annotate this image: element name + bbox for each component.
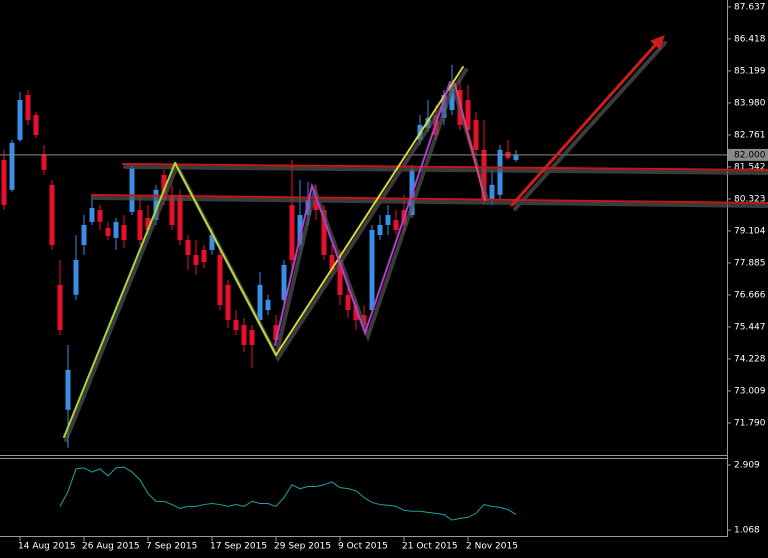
candle-body [425,117,431,128]
candle-body [329,254,335,270]
candle-body [169,194,175,226]
candle-body [313,200,319,211]
wave-line [454,83,486,201]
x-tick-label: 7 Sep 2015 [146,542,197,552]
candle-body [369,229,375,311]
candle-body [185,239,191,255]
wave-line [63,162,176,438]
y-tick-label: 1.068 [734,526,760,536]
candle-body [81,225,87,245]
candle-body [265,299,271,311]
y-tick-label: 82.761 [734,130,766,140]
candle-body [289,205,295,260]
x-tick-label: 2 Nov 2015 [466,542,518,552]
candle-body [65,369,71,410]
x-tick-label: 17 Sep 2015 [210,542,267,552]
drawings [63,35,768,442]
candle-body [49,184,55,245]
wave-line [274,81,451,346]
y-tick-label: 76.666 [734,290,766,300]
candle-body [33,114,39,135]
wave-line [174,162,277,356]
y-tick-label: 80.323 [734,194,766,204]
x-tick-label: 26 Aug 2015 [82,542,140,552]
candle-body [41,154,47,170]
candle-body [353,305,359,321]
candle-body [297,215,303,245]
candle-body [193,254,199,265]
shadow [92,196,768,208]
candle-body [89,207,95,222]
candle-body [201,249,207,263]
candle-body [473,119,479,150]
wave-line [275,66,464,356]
arrow-head [650,35,665,50]
candle-body [377,225,383,235]
last-price-box [728,148,768,161]
candle-body [121,225,127,240]
candle-body [337,259,343,295]
candle-body [9,142,15,190]
x-tick-label: 21 Oct 2015 [402,542,458,552]
candle-body [241,325,247,345]
support-line [91,194,768,204]
y-tick-label: 79.104 [734,226,766,236]
y-tick-label: 86.418 [734,34,766,44]
candle-body [129,168,135,212]
candle-body [113,221,119,238]
candle-body [281,264,287,300]
candle-body [57,284,63,331]
candle-body [345,294,351,311]
y-tick-label: 83.980 [734,98,766,108]
candle-body [257,284,263,321]
y-tick-label: 75.447 [734,322,766,332]
candle-body [137,210,143,240]
y-tick-label: 74.228 [734,354,766,364]
y-tick-label: 77.885 [734,258,766,268]
candle-body [273,325,279,341]
y-tick-label: 87.637 [734,2,766,12]
candle-body [161,174,167,201]
candle-body [321,210,327,255]
candle-body [17,100,23,140]
resistance-line [122,163,768,171]
candle-body [513,154,519,160]
frame [0,0,728,537]
candle-body [233,320,239,331]
candle-body [145,217,151,230]
candle-body [393,220,399,230]
candle-body [105,227,111,237]
candle-body [153,189,159,221]
candle-body [385,215,391,226]
candle-body [73,259,79,295]
candle-body [465,100,471,130]
x-tick-label: 9 Oct 2015 [338,542,388,552]
shadow [123,165,768,175]
y-tick-label: 71.790 [734,418,766,428]
candle-body [225,284,231,321]
shadow [513,41,667,211]
candle-body [25,95,31,120]
candle-body [217,254,223,306]
candle-body [97,210,103,222]
y-tick-label: 81.542 [734,162,766,172]
y-tick-label: 85.199 [734,66,766,76]
x-tick-label: 29 Sep 2015 [274,542,331,552]
x-tick-label: 14 Aug 2015 [18,542,76,552]
candle-body [449,84,455,111]
projection-arrow [510,40,660,207]
candle-body [489,184,495,201]
y-tick-label: 73.009 [734,386,766,396]
candle-body [1,159,7,206]
candle-body [249,330,255,345]
last-price-label: 82.000 [734,150,766,160]
candle-body [209,234,215,250]
candle-body [481,149,487,201]
y-tick-label: 2.909 [734,461,760,471]
candle-body [177,194,183,240]
indicator-line [59,466,517,521]
